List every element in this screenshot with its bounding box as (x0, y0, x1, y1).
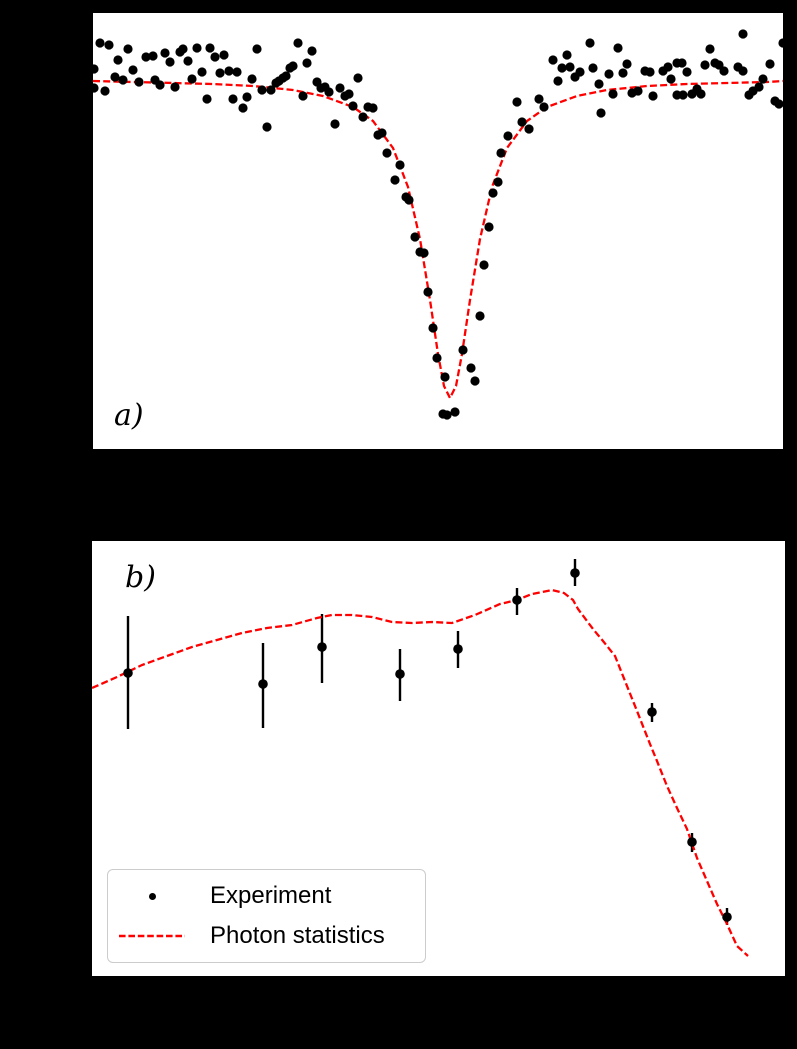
legend-label-photon-statistics: Photon statistics (210, 922, 385, 949)
panel-b-label: b) (125, 560, 156, 595)
panel-a-label: a) (114, 398, 144, 433)
panel-b-plot (92, 559, 749, 957)
legend-row-photon-statistics: Photon statistics (108, 921, 425, 951)
red-dashed-line-icon (108, 933, 196, 939)
legend-label-experiment: Experiment (210, 882, 332, 909)
legend: Experiment Photon statistics (107, 869, 426, 963)
panel-a-plot (93, 29, 783, 420)
panel-a: a) (93, 13, 783, 449)
legend-row-experiment: Experiment (108, 881, 425, 911)
experiment-dot-icon (108, 892, 196, 900)
panel-b: b) Experiment Photon statistics (92, 541, 785, 976)
